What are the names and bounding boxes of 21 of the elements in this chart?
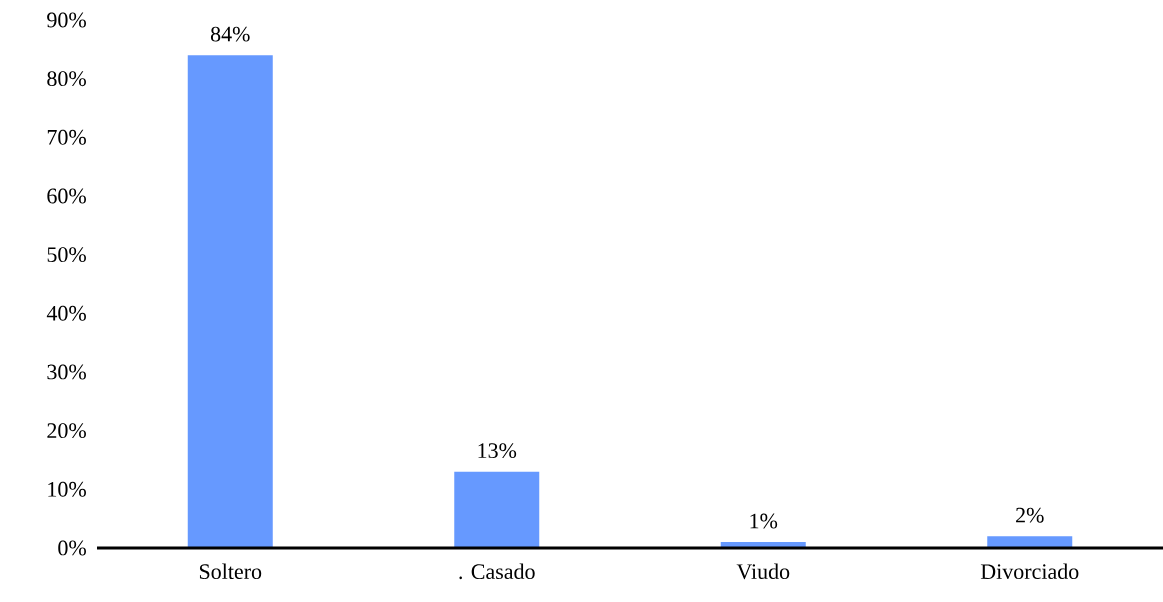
data-label: 2% (1016, 507, 1044, 523)
y-tick-label: 10% (48, 481, 86, 497)
y-tick-label: 50% (47, 247, 86, 263)
y-tick-label: 20% (47, 423, 86, 439)
y-tick-label: 40% (46, 305, 86, 321)
data-label: 13% (478, 443, 517, 459)
x-tick-label: Viudo (736, 563, 790, 580)
bar (987, 536, 1073, 548)
bar (187, 55, 273, 548)
bar (454, 471, 540, 548)
y-tick-label: 0% (58, 540, 86, 556)
y-tick-label: 60% (47, 188, 86, 204)
y-tick-label: 90% (47, 12, 86, 28)
data-label: 84% (210, 26, 250, 42)
y-tick-label: 30% (47, 364, 86, 380)
data-label: 1% (750, 513, 778, 529)
x-tick-label: Soltero (199, 563, 262, 580)
x-tick-label: Divorciado (980, 563, 1079, 580)
y-tick-label: 80% (47, 71, 86, 87)
y-tick-label: 70% (47, 129, 86, 145)
x-tick-label: . Casado (459, 563, 535, 580)
